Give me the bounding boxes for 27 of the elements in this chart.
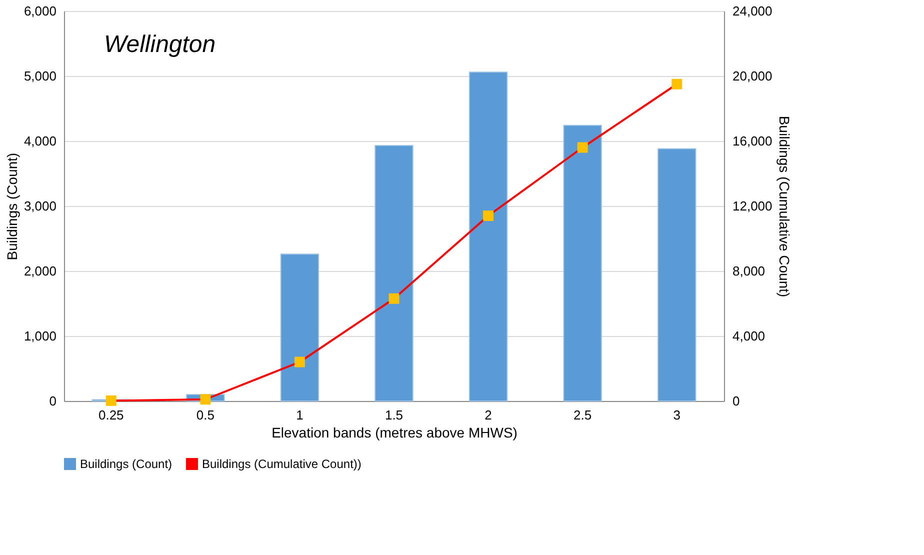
y-tick-label: 5,000 bbox=[24, 68, 56, 84]
y-tick-label: 1,000 bbox=[24, 328, 56, 344]
x-tick-label: 2.5 bbox=[574, 408, 592, 422]
y-tick-label: 4,000 bbox=[24, 134, 56, 148]
x-axis-title: Elevation bands (metres above MHWS) bbox=[272, 424, 518, 440]
y2-tick-label: 8,000 bbox=[732, 264, 766, 278]
x-tick-label: 0.5 bbox=[196, 408, 214, 422]
y-tick-label: 0 bbox=[49, 394, 56, 408]
x-tick-label: 1 bbox=[296, 408, 304, 422]
y2-tick-label: 24,000 bbox=[732, 4, 772, 18]
y-axis-title: Buildings (Count) bbox=[4, 152, 20, 260]
y-tick-label: 3,000 bbox=[24, 198, 56, 214]
y2-tick-label: 12,000 bbox=[732, 198, 772, 214]
x-tick-label: 0.25 bbox=[98, 408, 124, 422]
y2-axis-title: Buildings (Cumulative Count) bbox=[776, 116, 792, 298]
y2-tick-label: 0 bbox=[732, 394, 740, 408]
x-tick-label: 3 bbox=[673, 408, 680, 422]
y-tick-label: 6,000 bbox=[24, 4, 56, 18]
x-tick-label: 1.5 bbox=[384, 408, 404, 422]
y2-tick-label: 16,000 bbox=[732, 134, 772, 148]
legend-label: Buildings (Count) bbox=[80, 457, 172, 471]
y2-tick-label: 4,000 bbox=[732, 328, 766, 344]
y-tick-label: 2,000 bbox=[24, 264, 56, 278]
legend-label: Buildings (Cumulative Count)) bbox=[202, 457, 362, 471]
x-tick-label: 2 bbox=[484, 408, 492, 422]
y2-tick-label: 20,000 bbox=[732, 68, 772, 84]
text: Wellington bbox=[104, 31, 216, 58]
